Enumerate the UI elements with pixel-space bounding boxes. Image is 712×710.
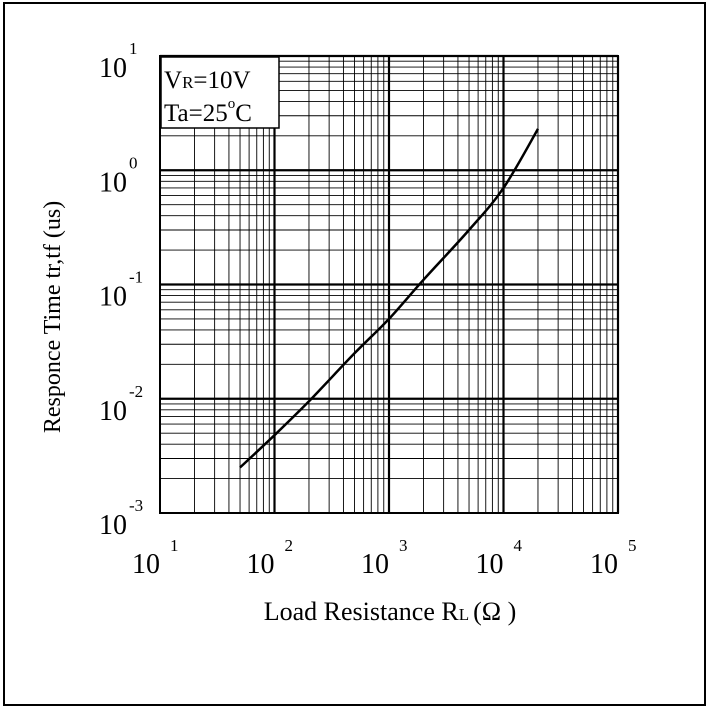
y-tick-label: 10 — [99, 282, 127, 313]
annotation-box — [160, 56, 280, 129]
annotation-line-1: VR=10V — [164, 67, 251, 94]
y-tick-exponent: 1 — [129, 39, 138, 58]
x-axis-label: Load Resistance RL (Ω ) — [264, 597, 516, 626]
y-tick-exponent: 0 — [129, 153, 138, 172]
x-tick-exponent: 1 — [170, 536, 179, 555]
y-axis-label: Responce Time tr,tf (us) — [40, 201, 66, 433]
y-tick-exponent: -3 — [129, 496, 143, 515]
x-tick-labels: 10 1 10 2 10 3 10 4 10 5 — [132, 536, 637, 580]
y-tick-label: 10 — [99, 510, 127, 541]
chart-frame — [3, 2, 706, 706]
x-tick-exponent: 5 — [628, 536, 637, 555]
annotation-line-2: Ta=25oC — [164, 96, 252, 127]
x-tick-label: 10 — [476, 549, 504, 580]
x-tick-label: 10 — [590, 549, 618, 580]
x-tick-label: 10 — [132, 549, 160, 580]
y-tick-label: 10 — [99, 167, 127, 198]
y-tick-exponent: -1 — [129, 268, 143, 287]
y-tick-label: 10 — [99, 396, 127, 427]
x-tick-label: 10 — [361, 549, 389, 580]
plot-border — [159, 55, 619, 514]
y-tick-label: 10 — [99, 53, 127, 84]
x-tick-label: 10 — [247, 549, 275, 580]
x-tick-exponent: 3 — [399, 536, 408, 555]
x-tick-exponent: 4 — [514, 536, 523, 555]
y-tick-exponent: -2 — [129, 382, 143, 401]
response-time-curve — [239, 128, 540, 469]
x-tick-exponent: 2 — [285, 536, 294, 555]
